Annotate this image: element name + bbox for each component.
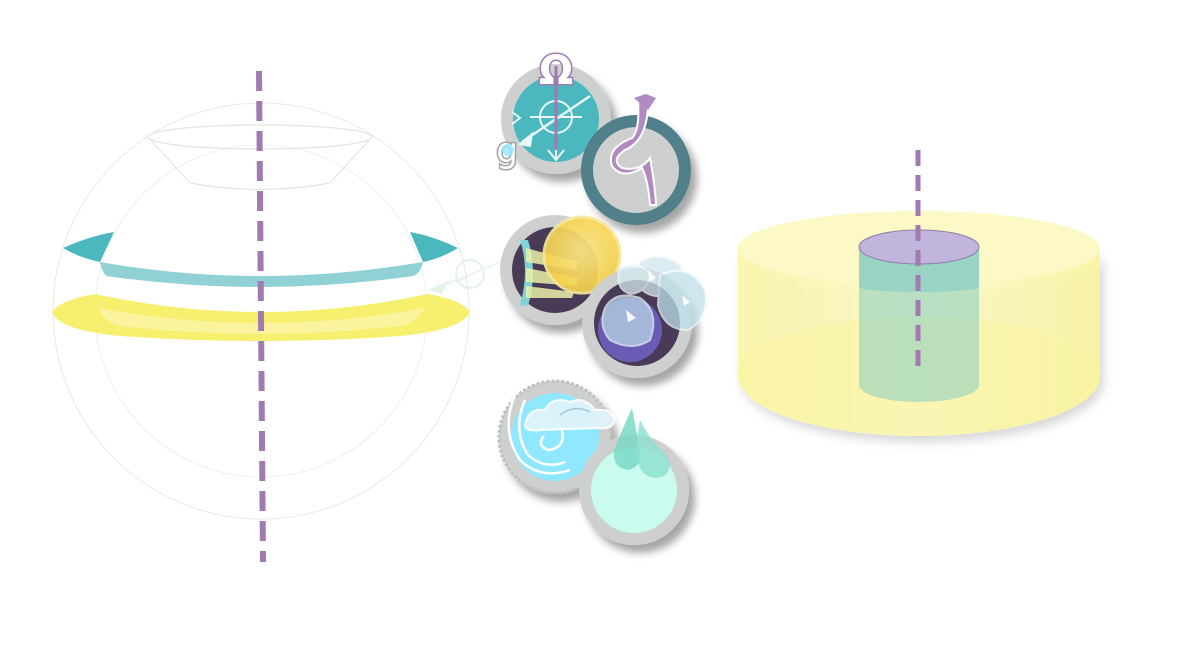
sun-radiation-icon	[500, 215, 622, 325]
wind-cloud-icon	[497, 379, 617, 495]
wind-water-cluster	[497, 379, 689, 545]
water-drop-icon	[579, 408, 689, 545]
rotation-gravity-cluster: Ω g	[495, 47, 691, 225]
cloud-shape	[523, 399, 617, 432]
ice-crystal-icon	[582, 255, 707, 378]
curled-arrow-icon	[581, 92, 691, 225]
teal-latitude-band	[63, 232, 458, 287]
earth-sphere	[52, 70, 470, 563]
sun-disc	[542, 215, 622, 295]
gravity-dot	[502, 144, 514, 156]
polar-cap-sides	[147, 136, 373, 191]
omega-symbol: Ω	[539, 48, 573, 94]
climate-cylinder	[738, 150, 1100, 436]
link-arrow-to-sphere	[428, 259, 506, 294]
earth-rotation-axis	[256, 70, 266, 563]
radiation-ice-cluster	[500, 215, 707, 378]
